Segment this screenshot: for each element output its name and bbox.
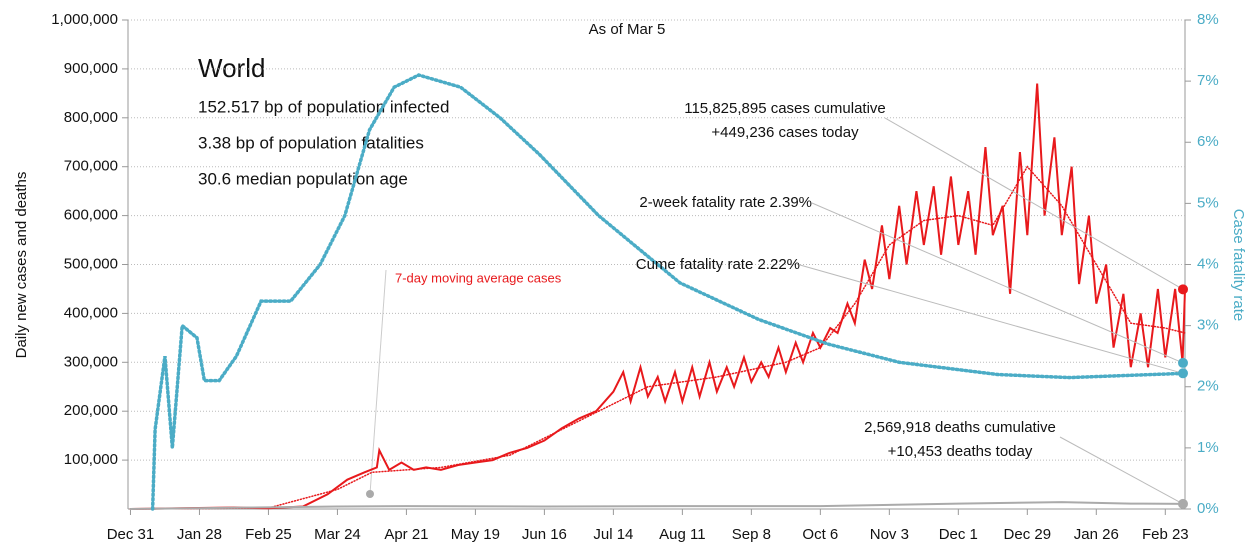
x-tick-label: Feb 23 [1142, 526, 1189, 543]
y2-tick-label: 0% [1197, 500, 1219, 517]
y-tick-label: 600,000 [64, 207, 118, 224]
end-marker [1178, 357, 1188, 368]
y2-tick-label: 5% [1197, 194, 1219, 211]
stat: 30.6 median population age [198, 169, 408, 188]
x-tick-label: Feb 25 [245, 526, 292, 543]
x-tick-label: Jan 26 [1074, 526, 1119, 543]
x-tick-label: Dec 31 [107, 526, 155, 543]
series-line [129, 165, 1186, 510]
series-label: 7-day moving average cases [395, 270, 562, 285]
x-tick-label: Jul 14 [593, 526, 633, 543]
y-axis-label: Daily new cases and deaths [13, 172, 30, 359]
annotation: 2-week fatality rate 2.39% [639, 194, 812, 211]
x-tick-label: Aug 11 [659, 526, 705, 543]
chart-title: World [198, 53, 265, 83]
series-line [129, 501, 1186, 510]
x-tick-label: Sep 8 [732, 526, 771, 543]
y-tick-label: 300,000 [64, 353, 118, 370]
y-tick-label: 900,000 [64, 60, 118, 77]
y2-tick-label: 8% [1197, 11, 1219, 28]
label-anchor [366, 490, 374, 498]
end-marker [1178, 284, 1188, 295]
y-tick-label: 100,000 [64, 451, 118, 468]
y2-tick-label: 2% [1197, 378, 1219, 395]
x-tick-label: Jan 28 [177, 526, 222, 543]
y-tick-label: 200,000 [64, 402, 118, 419]
y-tick-label: 500,000 [64, 255, 118, 272]
x-tick-label: Oct 6 [802, 526, 838, 543]
y-tick-label: 1,000,000 [51, 11, 118, 28]
end-marker [1178, 498, 1188, 509]
annotation: +449,236 cases today [711, 124, 859, 141]
x-tick-label: Nov 3 [870, 526, 909, 543]
y2-tick-label: 3% [1197, 317, 1219, 334]
x-tick-label: May 19 [451, 526, 500, 543]
series-line [150, 73, 1187, 511]
y-tick-label: 400,000 [64, 304, 118, 321]
label-leader [369, 269, 387, 495]
leader-line [811, 202, 1184, 364]
y2-tick-label: 1% [1197, 439, 1219, 456]
end-marker [1178, 368, 1188, 379]
stat: 152.517 bp of population infected [198, 97, 449, 116]
annotation: 115,825,895 cases cumulative [684, 100, 886, 117]
leader-line [884, 117, 1184, 290]
y2-tick-label: 4% [1197, 255, 1219, 272]
leader-line [799, 264, 1184, 374]
y-tick-label: 800,000 [64, 109, 118, 126]
x-tick-label: Apr 21 [384, 526, 428, 543]
subtitle: As of Mar 5 [589, 21, 666, 38]
annotation: Cume fatality rate 2.22% [636, 256, 800, 273]
y2-axis-label: Case fatality rate [1230, 209, 1247, 322]
annotation: 2,569,918 deaths cumulative [864, 419, 1056, 436]
x-tick-label: Dec 29 [1004, 526, 1052, 543]
stat: 3.38 bp of population fatalities [198, 133, 424, 152]
y2-tick-label: 7% [1197, 72, 1219, 89]
x-tick-label: Dec 1 [939, 526, 978, 543]
x-tick-label: Jun 16 [522, 526, 567, 543]
x-tick-label: Mar 24 [314, 526, 361, 543]
y-tick-label: 700,000 [64, 158, 118, 175]
y2-tick-label: 6% [1197, 133, 1219, 150]
annotation: +10,453 deaths today [888, 443, 1033, 460]
leader-line [1059, 436, 1184, 505]
